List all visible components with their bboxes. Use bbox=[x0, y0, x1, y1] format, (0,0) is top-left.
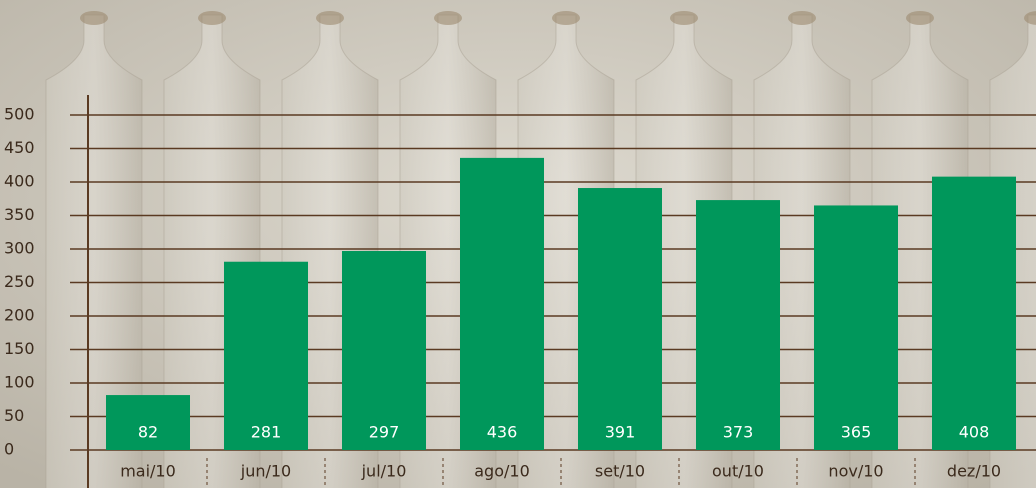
value-label: 82 bbox=[138, 423, 158, 442]
value-label: 297 bbox=[369, 423, 400, 442]
x-tick-label: out/10 bbox=[712, 462, 764, 481]
x-tick-label: nov/10 bbox=[828, 462, 883, 481]
value-label: 281 bbox=[251, 423, 282, 442]
y-tick-label: 500 bbox=[4, 105, 35, 124]
x-tick-label: set/10 bbox=[595, 462, 645, 481]
cork bbox=[788, 11, 816, 25]
x-tick-label: ago/10 bbox=[474, 462, 530, 481]
value-label: 436 bbox=[487, 423, 518, 442]
x-tick-label: mai/10 bbox=[120, 462, 176, 481]
x-tick-label: jun/10 bbox=[240, 462, 291, 481]
chart: 0 50 100 150 200 250 300 350 400 450 500 82 mai/10 28… bbox=[0, 0, 1036, 488]
bar bbox=[932, 177, 1016, 450]
y-tick-label: 0 bbox=[4, 440, 14, 459]
y-tick-label: 350 bbox=[4, 205, 35, 224]
y-tick-label: 300 bbox=[4, 239, 35, 258]
x-tick-label: jul/10 bbox=[361, 462, 407, 481]
bar bbox=[342, 251, 426, 450]
cork bbox=[552, 11, 580, 25]
cork bbox=[434, 11, 462, 25]
y-tick-label: 400 bbox=[4, 172, 35, 191]
value-label: 408 bbox=[959, 423, 990, 442]
cork bbox=[670, 11, 698, 25]
cork bbox=[316, 11, 344, 25]
bar bbox=[578, 188, 662, 450]
x-tick-label: dez/10 bbox=[947, 462, 1001, 481]
bar bbox=[696, 200, 780, 450]
y-tick-label: 200 bbox=[4, 306, 35, 325]
cork bbox=[198, 11, 226, 25]
bar bbox=[460, 158, 544, 450]
y-tick-label: 150 bbox=[4, 339, 35, 358]
y-tick-label: 50 bbox=[4, 406, 24, 425]
y-tick-label: 450 bbox=[4, 138, 35, 157]
bar bbox=[814, 205, 898, 450]
value-label: 391 bbox=[605, 423, 636, 442]
y-tick-label: 100 bbox=[4, 373, 35, 392]
y-tick-label: 250 bbox=[4, 272, 35, 291]
value-label: 373 bbox=[723, 423, 754, 442]
value-label: 365 bbox=[841, 423, 872, 442]
cork bbox=[906, 11, 934, 25]
cork bbox=[80, 11, 108, 25]
